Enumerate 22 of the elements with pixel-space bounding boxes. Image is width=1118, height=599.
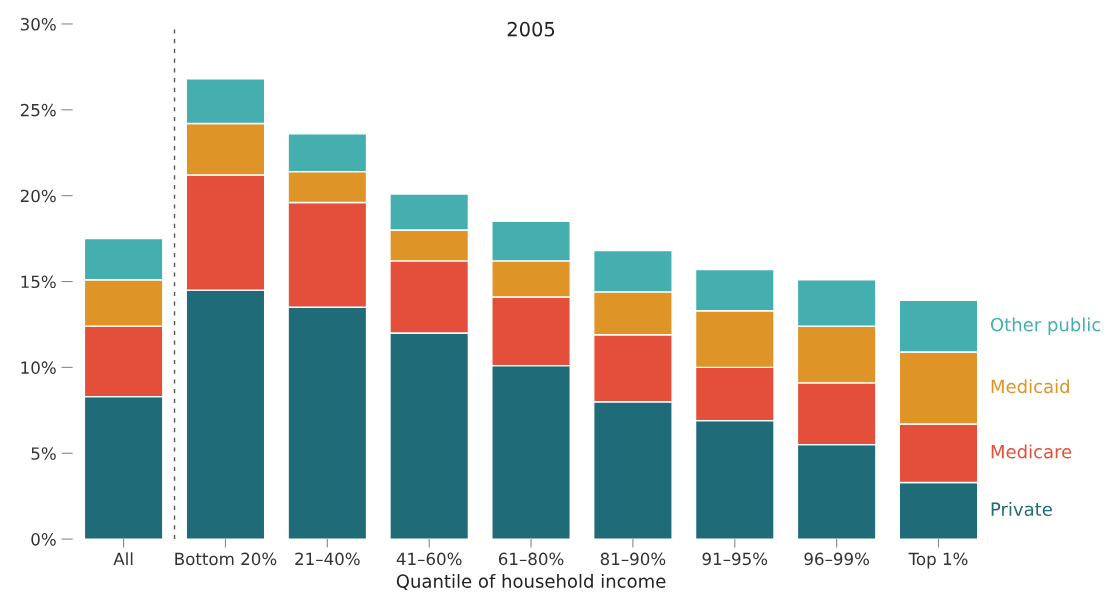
x-tick-label: 96–99% xyxy=(804,552,870,566)
y-tick-label: 0% xyxy=(31,533,56,546)
y-tick-label: 15% xyxy=(21,275,56,289)
y-tick-label: 5% xyxy=(31,447,56,460)
x-tick-label: Top 1% xyxy=(908,552,968,569)
x-tick-label: All xyxy=(113,552,133,565)
series-label: Medicaid xyxy=(991,379,1069,394)
x-axis-title: Quantile of household income xyxy=(396,573,666,591)
series-label: Private xyxy=(991,502,1052,517)
y-tick-label: 20% xyxy=(20,189,56,203)
chart-title: 2005 xyxy=(507,21,555,37)
x-tick-label: 21–40% xyxy=(295,552,360,566)
y-tick-label: 25% xyxy=(20,103,56,117)
x-tick-label: 41–60% xyxy=(396,552,462,566)
y-tick-label: 10% xyxy=(21,361,56,374)
series-label: Other public xyxy=(990,317,1101,335)
x-tick-label: Bottom 20% xyxy=(175,552,277,566)
x-tick-label: 61–80% xyxy=(498,552,564,566)
x-tick-label: 91–95% xyxy=(702,552,768,566)
y-tick-label: 30% xyxy=(20,17,56,31)
series-label: Medicare xyxy=(991,444,1072,459)
x-tick-label: 81–90% xyxy=(600,552,666,566)
